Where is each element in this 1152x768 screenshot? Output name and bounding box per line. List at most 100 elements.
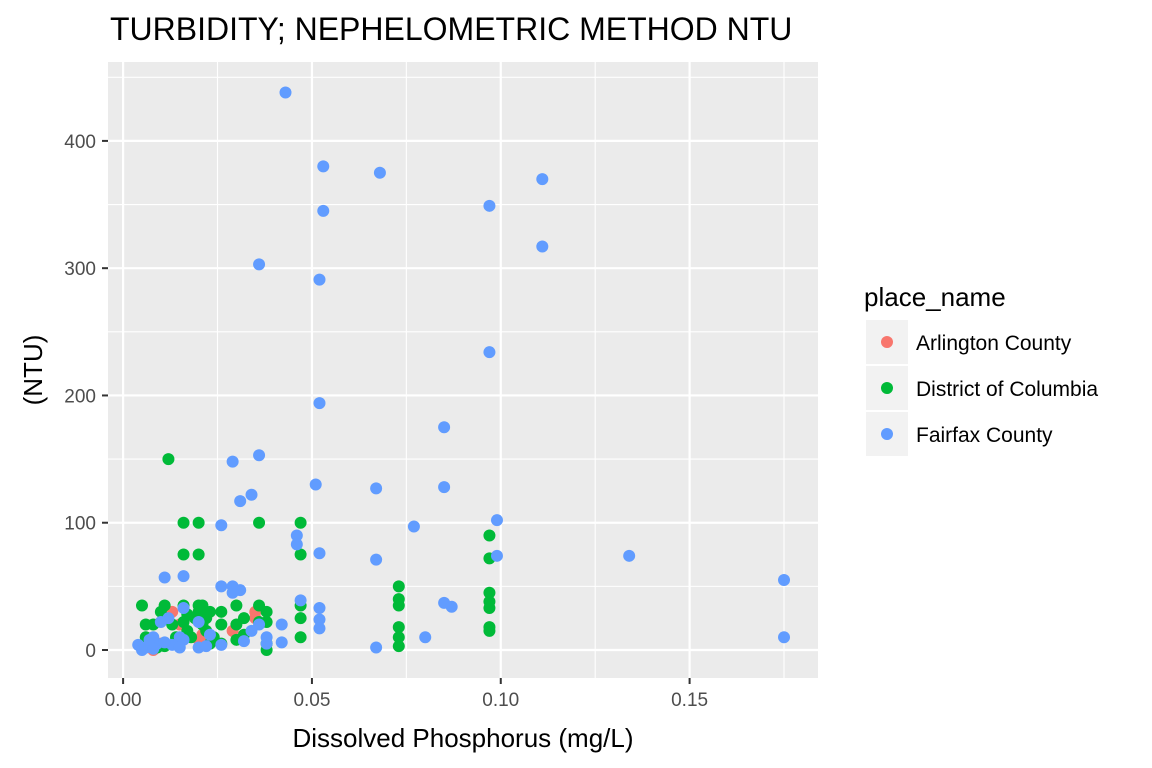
data-point xyxy=(215,519,228,532)
legend-item: Fairfax County xyxy=(866,412,1053,456)
data-point xyxy=(373,166,386,179)
data-point xyxy=(623,549,636,562)
y-tick-label: 100 xyxy=(64,514,96,535)
data-point xyxy=(309,478,322,491)
data-point xyxy=(536,240,549,253)
y-axis: 0 100 200 300 400 xyxy=(64,132,108,662)
data-point xyxy=(294,612,307,625)
legend: place_name Arlington County District of C… xyxy=(864,282,1098,456)
data-point xyxy=(536,173,549,186)
data-point xyxy=(317,204,330,217)
data-point xyxy=(215,618,228,631)
legend-item: Arlington County xyxy=(866,320,1072,364)
y-tick-label: 200 xyxy=(64,386,96,407)
x-tick-label: 0.05 xyxy=(293,690,330,711)
data-point xyxy=(177,602,190,614)
data-point xyxy=(237,612,250,625)
data-point xyxy=(245,488,258,501)
data-point xyxy=(483,199,496,212)
data-point xyxy=(177,516,190,529)
data-point xyxy=(245,624,258,637)
data-point xyxy=(317,160,330,173)
data-point xyxy=(483,529,496,542)
plot-panel xyxy=(108,62,818,678)
data-point xyxy=(407,520,420,533)
x-tick-label: 0.00 xyxy=(105,690,142,711)
x-tick-label: 0.10 xyxy=(482,690,519,711)
data-point xyxy=(483,346,496,359)
x-axis: 0.00 0.05 0.10 0.15 xyxy=(105,678,708,711)
legend-marker xyxy=(881,336,893,348)
data-point xyxy=(275,636,288,649)
y-tick-label: 300 xyxy=(64,259,96,280)
data-point xyxy=(162,453,175,466)
data-point xyxy=(290,529,303,542)
data-point xyxy=(253,516,266,529)
data-point xyxy=(237,635,250,648)
data-points xyxy=(132,86,791,656)
data-point xyxy=(490,514,503,527)
data-point xyxy=(419,631,432,644)
x-tick-label: 0.15 xyxy=(671,690,708,711)
data-point xyxy=(392,621,405,634)
x-axis-title: Dissolved Phosphorus (mg/L) xyxy=(292,723,633,753)
data-point xyxy=(226,586,239,599)
data-point xyxy=(313,273,326,286)
chart-title: TURBIDITY; NEPHELOMETRIC METHOD NTU xyxy=(110,11,792,47)
data-point xyxy=(253,258,266,271)
data-point xyxy=(215,638,228,651)
legend-label: District of Columbia xyxy=(916,378,1098,401)
data-point xyxy=(275,618,288,631)
data-point xyxy=(158,571,171,584)
data-point xyxy=(392,631,405,644)
data-point xyxy=(313,613,326,626)
data-point xyxy=(313,602,326,614)
data-point xyxy=(158,599,171,612)
data-point xyxy=(154,616,167,628)
data-point xyxy=(158,636,171,649)
data-point xyxy=(438,421,451,434)
data-point xyxy=(290,538,303,551)
data-point xyxy=(490,549,503,562)
series-fairfax-county xyxy=(132,86,791,656)
data-point xyxy=(483,624,496,637)
data-point xyxy=(260,637,273,650)
data-point xyxy=(392,640,405,653)
data-point xyxy=(279,86,292,99)
data-point xyxy=(173,641,186,654)
data-point xyxy=(370,641,383,654)
data-point xyxy=(234,495,247,508)
data-point xyxy=(313,397,326,410)
data-point xyxy=(294,516,307,529)
data-point xyxy=(294,594,307,607)
data-point xyxy=(192,616,205,628)
data-point xyxy=(778,631,791,644)
data-point xyxy=(370,482,383,495)
grid-major xyxy=(108,62,818,678)
data-point xyxy=(215,580,228,593)
y-axis-title: (NTU) xyxy=(18,335,48,406)
data-point xyxy=(226,455,239,468)
data-point xyxy=(203,628,216,641)
data-point xyxy=(392,580,405,593)
legend-label: Fairfax County xyxy=(916,424,1053,447)
data-point xyxy=(445,600,458,613)
data-point xyxy=(192,548,205,561)
legend-item: District of Columbia xyxy=(866,366,1098,410)
legend-title: place_name xyxy=(864,282,1006,312)
y-tick-label: 0 xyxy=(85,641,96,662)
data-point xyxy=(135,599,148,612)
data-point xyxy=(392,599,405,612)
data-point xyxy=(253,449,266,462)
data-point xyxy=(215,605,228,618)
data-point xyxy=(438,481,451,494)
data-point xyxy=(483,602,496,614)
data-point xyxy=(203,605,216,618)
data-point xyxy=(294,548,307,561)
legend-marker xyxy=(881,428,893,440)
data-point xyxy=(483,586,496,599)
data-point xyxy=(177,548,190,561)
y-tick-label: 400 xyxy=(64,132,96,153)
data-point xyxy=(313,547,326,560)
